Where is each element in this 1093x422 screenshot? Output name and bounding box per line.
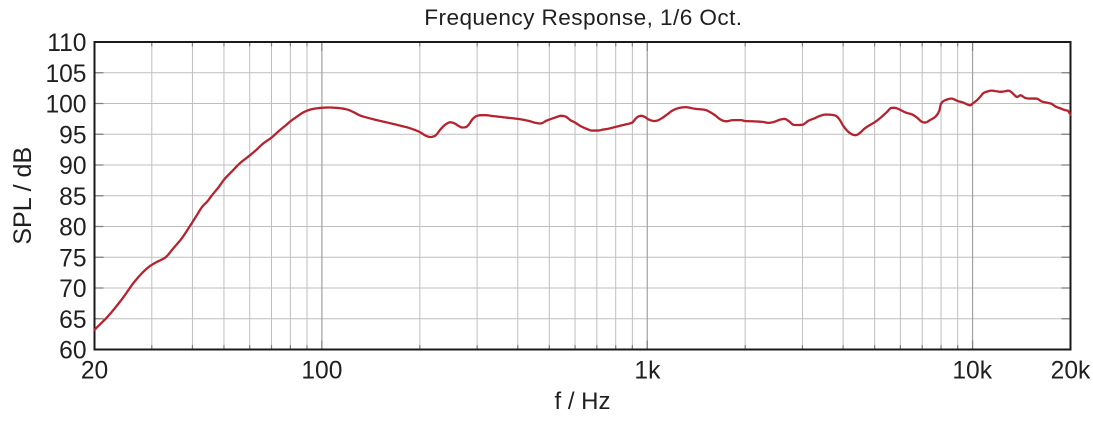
svg-text:100: 100 [45, 92, 86, 119]
svg-text:105: 105 [45, 61, 86, 88]
svg-text:110: 110 [47, 30, 86, 57]
svg-text:10k: 10k [952, 358, 992, 385]
svg-text:f / Hz: f / Hz [554, 388, 610, 415]
svg-text:Frequency Response, 1/6 Oct.: Frequency Response, 1/6 Oct. [424, 5, 742, 30]
svg-text:70: 70 [59, 276, 86, 303]
svg-text:80: 80 [59, 215, 86, 242]
svg-text:20: 20 [81, 358, 108, 385]
svg-text:75: 75 [59, 245, 86, 272]
svg-text:100: 100 [301, 358, 342, 385]
svg-text:1k: 1k [634, 358, 661, 385]
svg-text:90: 90 [59, 153, 86, 180]
svg-text:60: 60 [59, 338, 86, 365]
svg-text:95: 95 [59, 122, 86, 149]
svg-text:65: 65 [59, 307, 86, 334]
svg-text:20k: 20k [1051, 358, 1091, 385]
svg-text:SPL / dB: SPL / dB [9, 147, 37, 245]
svg-text:85: 85 [59, 184, 86, 211]
